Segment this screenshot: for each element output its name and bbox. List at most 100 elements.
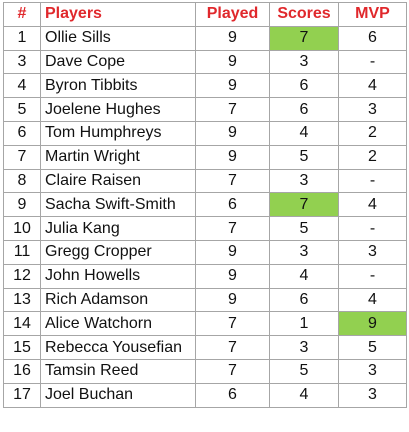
cell-num[interactable]: 8 [3,168,41,194]
cell-num[interactable]: 4 [3,73,41,99]
cell-player-name[interactable]: Rich Adamson [40,287,196,313]
cell-player-name[interactable]: Ollie Sills [40,25,196,51]
cell-mvp[interactable]: - [338,49,407,75]
cell-num[interactable]: 6 [3,120,41,146]
cell-mvp[interactable]: 2 [338,120,407,146]
table-row: 7 Martin Wright 9 5 2 [3,144,407,170]
table-row: 1 Ollie Sills 9 7 6 [3,25,407,51]
cell-mvp[interactable]: 4 [338,192,407,218]
cell-mvp[interactable]: 4 [338,287,407,313]
cell-scores[interactable]: 5 [269,216,339,241]
cell-played[interactable]: 9 [195,263,270,289]
cell-mvp[interactable]: 6 [338,25,407,51]
table-row: 17 Joel Buchan 6 4 3 [3,382,407,408]
cell-played[interactable]: 7 [195,216,270,241]
cell-player-name[interactable]: Joel Buchan [40,382,196,408]
header-played: Played [195,2,270,27]
cell-played[interactable]: 9 [195,73,270,99]
cell-player-name[interactable]: John Howells [40,263,196,289]
cell-mvp[interactable]: 5 [338,335,407,360]
cell-num[interactable]: 15 [3,335,41,360]
cell-scores[interactable]: 5 [269,144,339,170]
table-row: 13 Rich Adamson 9 6 4 [3,287,407,313]
cell-mvp[interactable]: 3 [338,97,407,122]
cell-player-name[interactable]: Dave Cope [40,49,196,75]
cell-player-name[interactable]: Sacha Swift-Smith [40,192,196,218]
table-row: 4 Byron Tibbits 9 6 4 [3,73,407,99]
cell-mvp[interactable]: - [338,216,407,241]
cell-played[interactable]: 9 [195,120,270,146]
cell-scores[interactable]: 4 [269,263,339,289]
table-row: 10 Julia Kang 7 5- [3,216,407,241]
table-row: 8 Claire Raisen 7 3- [3,168,407,194]
cell-player-name[interactable]: Tamsin Reed [40,358,196,384]
cell-num[interactable]: 14 [3,311,41,337]
cell-num[interactable]: 3 [3,49,41,75]
cell-mvp[interactable]: 3 [338,239,407,265]
cell-num[interactable]: 9 [3,192,41,218]
cell-scores[interactable]: 3 [269,335,339,360]
players-stats-table: # Players Played Scores MVP 1 Ollie Sills… [3,2,407,408]
cell-player-name[interactable]: Alice Watchorn [40,311,196,337]
cell-player-name[interactable]: Rebecca Yousefian [40,335,196,360]
cell-played[interactable]: 7 [195,335,270,360]
cell-mvp[interactable]: 3 [338,382,407,408]
cell-played[interactable]: 9 [195,25,270,51]
cell-num[interactable]: 7 [3,144,41,170]
cell-mvp[interactable]: 2 [338,144,407,170]
cell-played[interactable]: 6 [195,192,270,218]
cell-mvp[interactable]: - [338,168,407,194]
cell-num[interactable]: 17 [3,382,41,408]
cell-scores[interactable]: 3 [269,168,339,194]
table-row: 12 John Howells 9 4- [3,263,407,289]
cell-player-name[interactable]: Gregg Cropper [40,239,196,265]
cell-scores[interactable]: 7 [269,192,339,218]
cell-mvp[interactable]: 9 [338,311,407,337]
cell-scores[interactable]: 7 [269,25,339,51]
cell-played[interactable]: 7 [195,311,270,337]
cell-num[interactable]: 5 [3,97,41,122]
table-row: 16 Tamsin Reed 7 5 3 [3,358,407,384]
cell-num[interactable]: 13 [3,287,41,313]
cell-num[interactable]: 16 [3,358,41,384]
cell-scores[interactable]: 5 [269,358,339,384]
cell-num[interactable]: 1 [3,25,41,51]
cell-scores[interactable]: 3 [269,239,339,265]
cell-num[interactable]: 10 [3,216,41,241]
cell-played[interactable]: 6 [195,382,270,408]
cell-mvp[interactable]: 3 [338,358,407,384]
cell-player-name[interactable]: Byron Tibbits [40,73,196,99]
table-row: 6 Tom Humphreys 9 4 2 [3,120,407,146]
cell-played[interactable]: 9 [195,239,270,265]
cell-player-name[interactable]: Martin Wright [40,144,196,170]
table-row: 3 Dave Cope 9 3- [3,49,407,75]
header-row: # Players Played Scores MVP [3,2,407,27]
cell-num[interactable]: 11 [3,239,41,265]
table-row: 11 Gregg Cropper 9 3 3 [3,239,407,265]
cell-played[interactable]: 9 [195,144,270,170]
cell-scores[interactable]: 4 [269,382,339,408]
cell-played[interactable]: 7 [195,168,270,194]
cell-num[interactable]: 12 [3,263,41,289]
cell-played[interactable]: 9 [195,49,270,75]
cell-scores[interactable]: 6 [269,97,339,122]
cell-player-name[interactable]: Joelene Hughes [40,97,196,122]
cell-mvp[interactable]: - [338,263,407,289]
cell-player-name[interactable]: Julia Kang [40,216,196,241]
cell-scores[interactable]: 6 [269,287,339,313]
cell-player-name[interactable]: Tom Humphreys [40,120,196,146]
table-row: 9 Sacha Swift-Smith 6 7 4 [3,192,407,218]
header-mvp: MVP [338,2,407,27]
cell-played[interactable]: 7 [195,97,270,122]
cell-played[interactable]: 7 [195,358,270,384]
header-players: Players [40,2,196,27]
cell-played[interactable]: 9 [195,287,270,313]
table-row: 15 Rebecca Yousefian 7 3 5 [3,335,407,360]
cell-mvp[interactable]: 4 [338,73,407,99]
cell-scores[interactable]: 3 [269,49,339,75]
cell-player-name[interactable]: Claire Raisen [40,168,196,194]
cell-scores[interactable]: 6 [269,73,339,99]
header-num: # [3,2,41,27]
cell-scores[interactable]: 1 [269,311,339,337]
cell-scores[interactable]: 4 [269,120,339,146]
